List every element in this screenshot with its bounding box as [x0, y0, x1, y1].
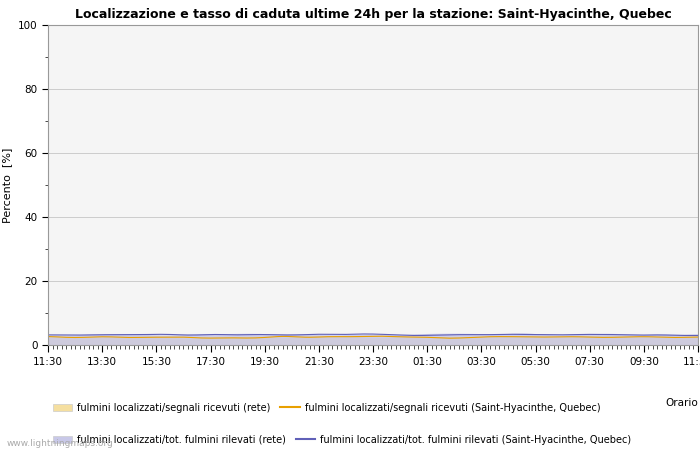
Text: Orario: Orario — [665, 398, 698, 408]
Legend: fulmini localizzati/tot. fulmini rilevati (rete), fulmini localizzati/tot. fulmi: fulmini localizzati/tot. fulmini rilevat… — [53, 435, 631, 445]
Text: www.lightningmaps.org: www.lightningmaps.org — [7, 439, 113, 448]
Y-axis label: Percento  [%]: Percento [%] — [2, 147, 13, 223]
Title: Localizzazione e tasso di caduta ultime 24h per la stazione: Saint-Hyacinthe, Qu: Localizzazione e tasso di caduta ultime … — [75, 8, 671, 21]
